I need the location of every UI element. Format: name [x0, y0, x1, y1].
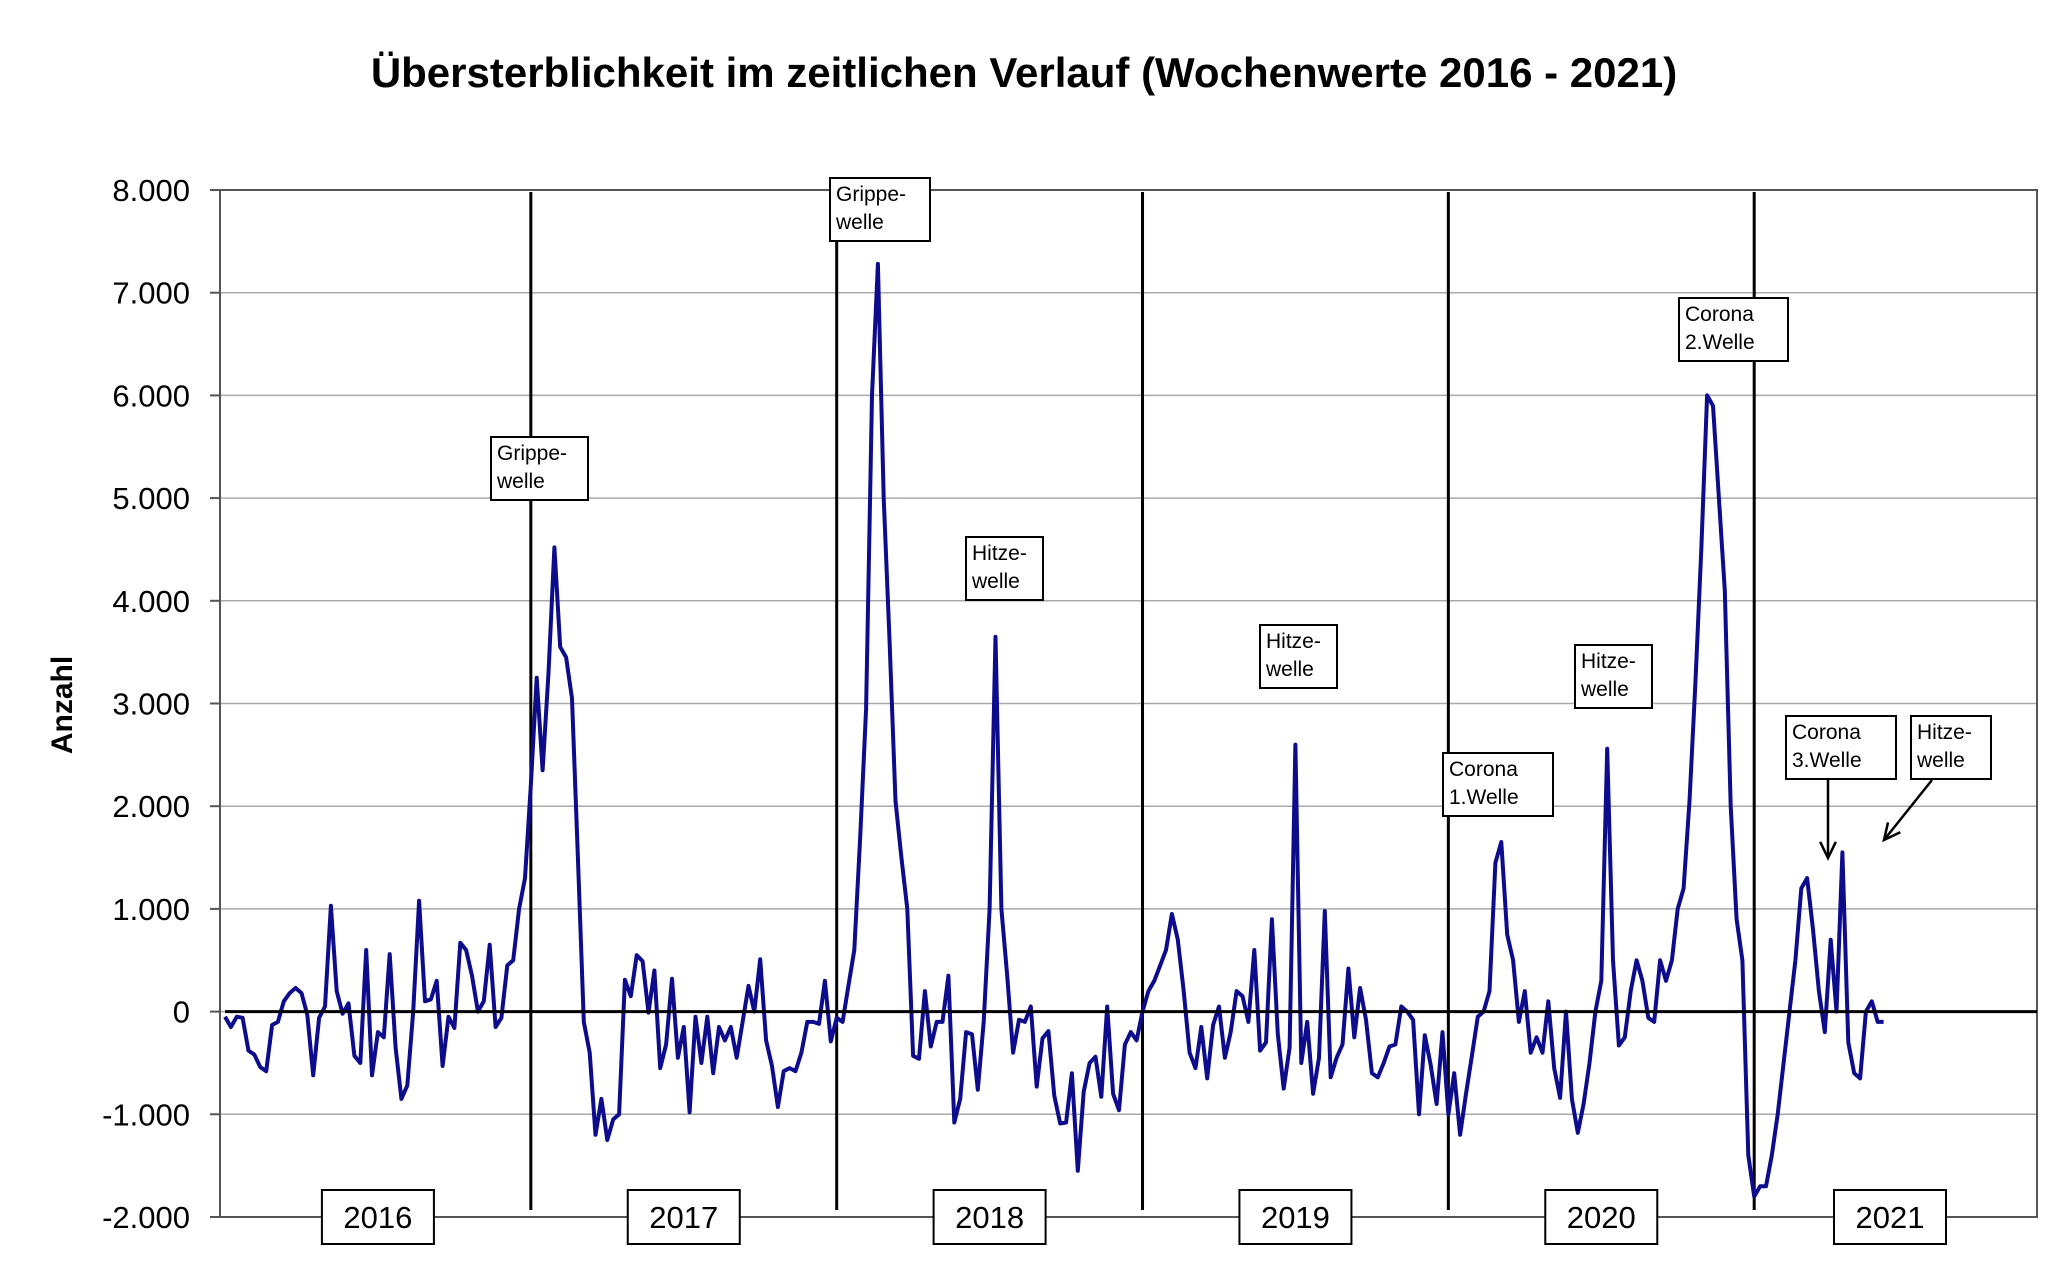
annotation-box: [490, 436, 589, 501]
arrow-corona-3-head: [1819, 841, 1837, 861]
y-tick-label: 6.000: [112, 378, 190, 413]
annotation-text: welle: [496, 470, 545, 493]
year-label: 2020: [1567, 1200, 1636, 1235]
y-tick-labels: 8.000 7.000 6.000 5.000 4.000 3.000 2.000 1.000…: [102, 173, 190, 1235]
y-tick-label: 0: [173, 995, 190, 1030]
year-label: 2016: [343, 1200, 412, 1235]
annotation-box: [965, 536, 1044, 601]
annotation-text: welle: [1916, 749, 1965, 772]
annotation-text: Hitze-: [1581, 650, 1636, 673]
annotation-box: [1678, 297, 1789, 362]
series-layer: [223, 261, 1884, 1199]
annotation-text: welle: [1580, 678, 1629, 701]
annotation-text: Hitze-: [1266, 630, 1321, 653]
year-label-box: [626, 1189, 741, 1245]
year-label-box: [1238, 1189, 1353, 1245]
y-tick-label: 5.000: [112, 481, 190, 516]
annotation-box: [1910, 715, 1992, 780]
year-label-box: [932, 1189, 1047, 1245]
year-label: 2021: [1856, 1200, 1925, 1235]
annotation-text: 1.Welle: [1449, 786, 1519, 809]
annotation-box: [1574, 644, 1653, 709]
annotation-box: [829, 177, 931, 242]
y-tick-label: -1.000: [102, 1097, 190, 1132]
year-label: 2018: [955, 1200, 1024, 1235]
annotations: Grippe-welle Grippe-welle Hitze-welle Hitze…: [490, 177, 1992, 861]
arrow-hitze-2021: [1883, 779, 1933, 841]
y-tick-label: 8.000: [112, 173, 190, 208]
annotation-text: 2.Welle: [1685, 331, 1755, 354]
y-tick-label: 1.000: [112, 892, 190, 927]
plot-area-frame: [219, 189, 2038, 1218]
year-labels: 2016 2017 2018 2019 2020 2021: [320, 1189, 1947, 1245]
arrow-hitze-2021-head: [1882, 822, 1901, 843]
annotation-text: Corona: [1685, 303, 1754, 326]
annotation-text: welle: [1265, 658, 1314, 681]
annotation-box: [1259, 624, 1338, 689]
annotation-text: Corona: [1792, 721, 1861, 744]
y-tick-label: 2.000: [112, 789, 190, 824]
year-label: 2017: [649, 1200, 718, 1235]
y-axis-label: Anzahl: [46, 656, 79, 754]
y-tick-label: 3.000: [112, 687, 190, 722]
year-label-box: [1544, 1189, 1659, 1245]
annotation-text: welle: [971, 570, 1020, 593]
year-label: 2019: [1261, 1200, 1330, 1235]
series-line: [223, 261, 1884, 1199]
annotation-text: Hitze-: [972, 542, 1027, 565]
y-tick-label: -2.000: [102, 1200, 190, 1235]
y-tick-label: 7.000: [112, 276, 190, 311]
annotation-text: Hitze-: [1917, 721, 1972, 744]
annotation-text: Corona: [1449, 758, 1518, 781]
annotation-text: welle: [835, 211, 884, 234]
annotation-text: Grippe-: [836, 183, 906, 206]
year-label-box: [1833, 1189, 1947, 1245]
annotation-box: [1442, 752, 1554, 817]
year-label-box: [320, 1189, 435, 1245]
annotation-text: 3.Welle: [1792, 749, 1862, 772]
annotation-text: Grippe-: [497, 442, 567, 465]
y-tick-label: 4.000: [112, 584, 190, 619]
chart-title: Übersterblichkeit im zeitlichen Verlauf …: [371, 49, 1677, 96]
annotation-box: [1785, 715, 1897, 780]
